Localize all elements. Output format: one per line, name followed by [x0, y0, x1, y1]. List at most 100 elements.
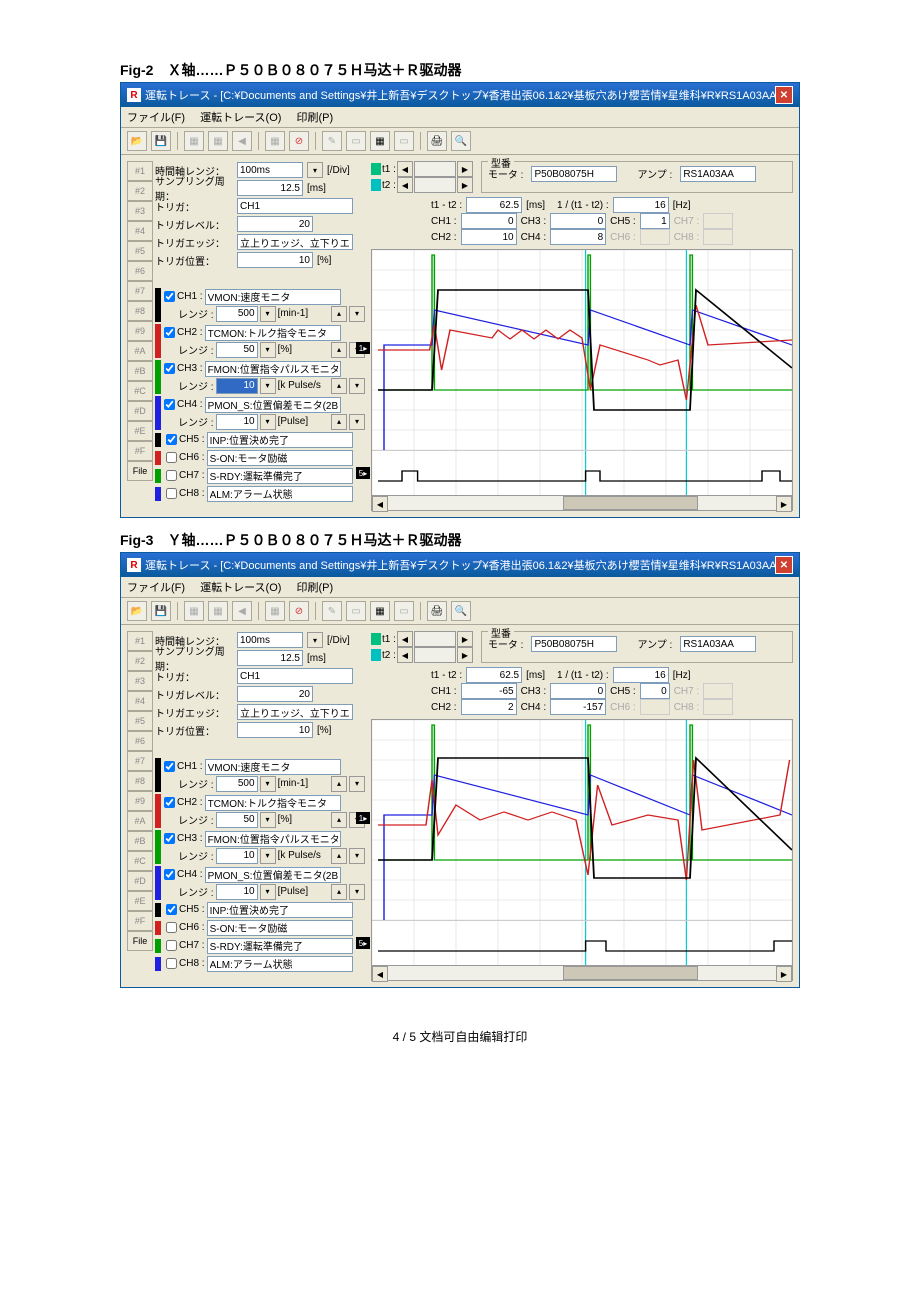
hscroll-left[interactable]: ◀ [372, 966, 388, 982]
t2-left[interactable]: ◀ [397, 177, 413, 193]
side-btn[interactable]: #E [127, 891, 153, 911]
ch5-name[interactable] [207, 902, 353, 918]
tb-icon[interactable]: ▦ [184, 601, 204, 621]
tb-icon[interactable]: ▦ [208, 601, 228, 621]
close-icon[interactable]: ✕ [775, 86, 793, 104]
ch1-range[interactable] [216, 776, 258, 792]
side-btn[interactable]: #7 [127, 751, 153, 771]
menu-trace[interactable]: 運転トレース(O) [200, 582, 281, 594]
tb-icon[interactable]: ▭ [346, 131, 366, 151]
tb-grid-icon[interactable]: ▦ [370, 601, 390, 621]
t2-track[interactable] [414, 647, 456, 663]
ch3-check[interactable] [164, 363, 175, 374]
trigger-input[interactable] [237, 198, 353, 214]
trigger-input[interactable] [237, 668, 353, 684]
side-btn[interactable]: #D [127, 401, 153, 421]
ch2-up[interactable]: ▴ [331, 812, 347, 828]
sample-input[interactable] [237, 650, 303, 666]
tb-stop-icon[interactable]: ⊘ [289, 601, 309, 621]
t2-right[interactable]: ▶ [457, 177, 473, 193]
ch2-range-dd[interactable]: ▾ [260, 812, 276, 828]
side-btn[interactable]: #C [127, 381, 153, 401]
ch1-name[interactable] [205, 289, 341, 305]
tb-print-icon[interactable]: 🖨 [427, 131, 447, 151]
ch2-up[interactable]: ▴ [331, 342, 347, 358]
hscroll[interactable]: ◀ ▶ [372, 495, 792, 510]
ch3-range[interactable] [216, 378, 258, 394]
ch4-range[interactable] [216, 414, 258, 430]
ch5-name[interactable] [207, 432, 353, 448]
ch1-down[interactable]: ▾ [349, 776, 365, 792]
ch4-name[interactable] [205, 867, 341, 883]
amp-input[interactable] [680, 636, 756, 652]
side-btn[interactable]: #A [127, 341, 153, 361]
ch1-range[interactable] [216, 306, 258, 322]
trigger-edge-input[interactable] [237, 234, 353, 250]
ch4-down[interactable]: ▾ [349, 884, 365, 900]
side-btn[interactable]: #5 [127, 711, 153, 731]
side-btn[interactable]: #6 [127, 731, 153, 751]
sample-input[interactable] [237, 180, 303, 196]
tb-print-icon[interactable]: 🖨 [427, 601, 447, 621]
side-btn[interactable]: #8 [127, 771, 153, 791]
side-btn[interactable]: #8 [127, 301, 153, 321]
ch6-check[interactable] [166, 922, 177, 933]
ch1-check[interactable] [164, 761, 175, 772]
tb-preview-icon[interactable]: 🔍 [451, 601, 471, 621]
tb-icon[interactable]: ▦ [184, 131, 204, 151]
ch4-check[interactable] [164, 869, 175, 880]
ch1-up[interactable]: ▴ [331, 776, 347, 792]
ch1-check[interactable] [164, 291, 175, 302]
ch2-check[interactable] [164, 327, 175, 338]
t1-track[interactable] [414, 161, 456, 177]
ch1-range-dd[interactable]: ▾ [260, 306, 276, 322]
ch8-check[interactable] [166, 488, 177, 499]
tb-preview-icon[interactable]: 🔍 [451, 131, 471, 151]
ch8-check[interactable] [166, 958, 177, 969]
time-range-dd[interactable]: ▾ [307, 162, 323, 178]
side-btn[interactable]: #4 [127, 691, 153, 711]
tb-icon[interactable]: ▦ [265, 131, 285, 151]
ch4-range-dd[interactable]: ▾ [260, 884, 276, 900]
tb-icon[interactable]: ◀ [232, 601, 252, 621]
t2-left[interactable]: ◀ [397, 647, 413, 663]
ch2-name[interactable] [205, 795, 341, 811]
tb-stop-icon[interactable]: ⊘ [289, 131, 309, 151]
ch4-check[interactable] [164, 399, 175, 410]
hscroll[interactable]: ◀ ▶ [372, 965, 792, 980]
ch1-name[interactable] [205, 759, 341, 775]
trigger-edge-input[interactable] [237, 704, 353, 720]
ch7-name[interactable] [207, 938, 353, 954]
ch8-name[interactable] [207, 486, 353, 502]
hscroll-right[interactable]: ▶ [776, 496, 792, 512]
trigger-level-input[interactable] [237, 686, 313, 702]
menu-print[interactable]: 印刷(P) [297, 582, 334, 594]
t2-right[interactable]: ▶ [457, 647, 473, 663]
tb-icon[interactable]: ◀ [232, 131, 252, 151]
ch4-range[interactable] [216, 884, 258, 900]
menu-file[interactable]: ファイル(F) [127, 582, 185, 594]
ch2-name[interactable] [205, 325, 341, 341]
ch3-down[interactable]: ▾ [349, 848, 365, 864]
side-btn[interactable]: #2 [127, 181, 153, 201]
side-btn[interactable]: #3 [127, 201, 153, 221]
ch6-name[interactable] [207, 450, 353, 466]
hscroll-right[interactable]: ▶ [776, 966, 792, 982]
ch3-down[interactable]: ▾ [349, 378, 365, 394]
ch6-check[interactable] [166, 452, 177, 463]
side-btn[interactable]: #C [127, 851, 153, 871]
ch4-up[interactable]: ▴ [331, 884, 347, 900]
hscroll-thumb[interactable] [563, 496, 699, 510]
motor-input[interactable] [531, 166, 617, 182]
tb-open-icon[interactable]: 📂 [127, 131, 147, 151]
side-btn[interactable]: #7 [127, 281, 153, 301]
side-btn[interactable]: #9 [127, 791, 153, 811]
ch4-up[interactable]: ▴ [331, 414, 347, 430]
tb-save-icon[interactable]: 💾 [151, 131, 171, 151]
side-btn[interactable]: #9 [127, 321, 153, 341]
menu-print[interactable]: 印刷(P) [297, 112, 334, 124]
ch3-up[interactable]: ▴ [331, 848, 347, 864]
tb-icon[interactable]: ▦ [208, 131, 228, 151]
tb-open-icon[interactable]: 📂 [127, 601, 147, 621]
tb-icon[interactable]: ✎ [322, 601, 342, 621]
